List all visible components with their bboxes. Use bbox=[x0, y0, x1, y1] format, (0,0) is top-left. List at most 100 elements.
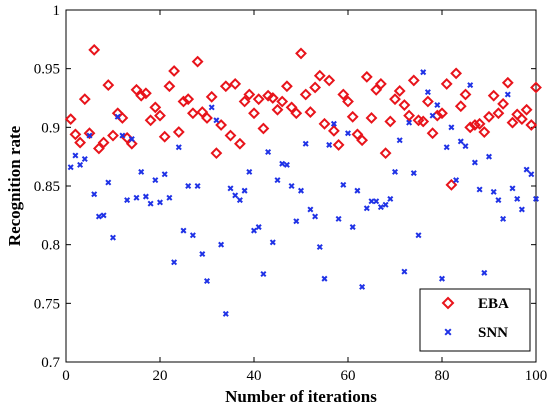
legend-label-eba: EBA bbox=[478, 296, 509, 312]
eba-point bbox=[323, 74, 336, 87]
eba-point bbox=[290, 107, 303, 120]
y-tick-label: 0.75 bbox=[34, 296, 60, 312]
eba-point bbox=[337, 88, 350, 101]
snn-point bbox=[105, 179, 112, 186]
snn-point bbox=[279, 160, 286, 167]
y-axis-ticks: 0.7 0.75 0.8 0.85 0.9 0.95 1 bbox=[34, 3, 536, 371]
eba-point bbox=[478, 126, 491, 138]
eba-point bbox=[233, 137, 246, 150]
y-tick-label: 0.8 bbox=[41, 238, 60, 254]
eba-point bbox=[69, 128, 82, 141]
snn-point bbox=[363, 205, 370, 212]
snn-point bbox=[523, 166, 530, 173]
snn-point bbox=[476, 186, 483, 193]
snn-point bbox=[189, 232, 196, 239]
snn-point bbox=[495, 197, 502, 204]
eba-point bbox=[525, 119, 538, 131]
eba-point bbox=[191, 55, 204, 68]
eba-point bbox=[102, 79, 115, 92]
x-axis-title: Number of iterations bbox=[225, 387, 377, 406]
snn-point bbox=[152, 177, 159, 184]
y-tick-label: 1 bbox=[53, 3, 61, 19]
snn-point bbox=[340, 181, 347, 188]
legend: EBA SNN bbox=[419, 288, 531, 352]
eba-point bbox=[501, 76, 514, 89]
snn-point bbox=[321, 275, 328, 282]
snn-point bbox=[199, 251, 206, 258]
eba-point bbox=[497, 97, 510, 110]
eba-point bbox=[88, 43, 101, 56]
snn-point bbox=[500, 215, 507, 222]
snn-point bbox=[382, 201, 389, 208]
snn-point bbox=[438, 275, 446, 282]
legend-label-snn: SNN bbox=[478, 325, 508, 341]
eba-point bbox=[487, 89, 500, 102]
eba-point bbox=[393, 85, 406, 97]
eba-point bbox=[365, 112, 378, 124]
snn-point bbox=[453, 177, 460, 184]
x-axis-ticks: 0 20 40 60 80 100 bbox=[62, 10, 547, 384]
eba-point bbox=[182, 93, 195, 106]
snn-point bbox=[260, 270, 267, 278]
data-points bbox=[64, 43, 542, 317]
snn-point bbox=[274, 177, 281, 184]
snn-point bbox=[203, 278, 211, 285]
snn-point bbox=[401, 268, 408, 275]
eba-point bbox=[257, 122, 270, 135]
eba-point bbox=[271, 103, 284, 116]
snn-point bbox=[406, 119, 413, 126]
snn-point bbox=[420, 69, 427, 76]
x-tick-label: 60 bbox=[341, 368, 356, 384]
snn-point bbox=[91, 191, 98, 198]
eba-point bbox=[407, 74, 420, 87]
eba-point bbox=[398, 99, 411, 111]
eba-point bbox=[196, 106, 209, 118]
eba-point bbox=[215, 119, 228, 131]
snn-point bbox=[302, 140, 309, 147]
eba-point bbox=[238, 95, 251, 108]
eba-point bbox=[266, 92, 279, 104]
snn-point bbox=[467, 82, 474, 89]
snn-point bbox=[100, 212, 107, 219]
snn-point bbox=[142, 193, 149, 200]
snn-point bbox=[133, 194, 140, 201]
eba-point bbox=[83, 127, 96, 140]
eba-point bbox=[445, 178, 458, 191]
snn-point bbox=[377, 204, 384, 211]
snn-point bbox=[354, 187, 361, 194]
eba-point bbox=[417, 115, 430, 128]
snn-point bbox=[72, 152, 79, 159]
eba-point bbox=[295, 47, 307, 60]
eba-point bbox=[224, 129, 237, 142]
snn-point bbox=[396, 137, 403, 144]
eba-point bbox=[530, 81, 542, 94]
snn-point bbox=[448, 124, 455, 131]
snn-point bbox=[504, 91, 511, 98]
eba-point bbox=[459, 88, 472, 101]
snn-point bbox=[387, 195, 394, 202]
eba-point bbox=[370, 83, 383, 96]
eba-point bbox=[384, 115, 397, 128]
snn-point bbox=[166, 194, 173, 201]
snn-point bbox=[349, 224, 356, 231]
eba-point bbox=[130, 83, 143, 96]
snn-point bbox=[265, 148, 272, 155]
eba-point bbox=[243, 88, 256, 101]
eba-point bbox=[304, 106, 317, 118]
eba-point bbox=[154, 109, 166, 122]
snn-point bbox=[424, 89, 431, 96]
eba-point bbox=[248, 107, 260, 120]
eba-point bbox=[342, 95, 354, 108]
eba-point bbox=[139, 87, 152, 100]
snn-point bbox=[95, 213, 102, 220]
snn-point bbox=[241, 187, 248, 194]
snn-point bbox=[514, 195, 521, 202]
snn-point bbox=[269, 239, 276, 246]
eba-point bbox=[135, 89, 148, 102]
eba-point bbox=[78, 93, 91, 106]
eba-point bbox=[450, 67, 463, 80]
eba-point bbox=[125, 137, 138, 150]
snn-point bbox=[227, 185, 234, 192]
snn-point bbox=[156, 199, 164, 206]
